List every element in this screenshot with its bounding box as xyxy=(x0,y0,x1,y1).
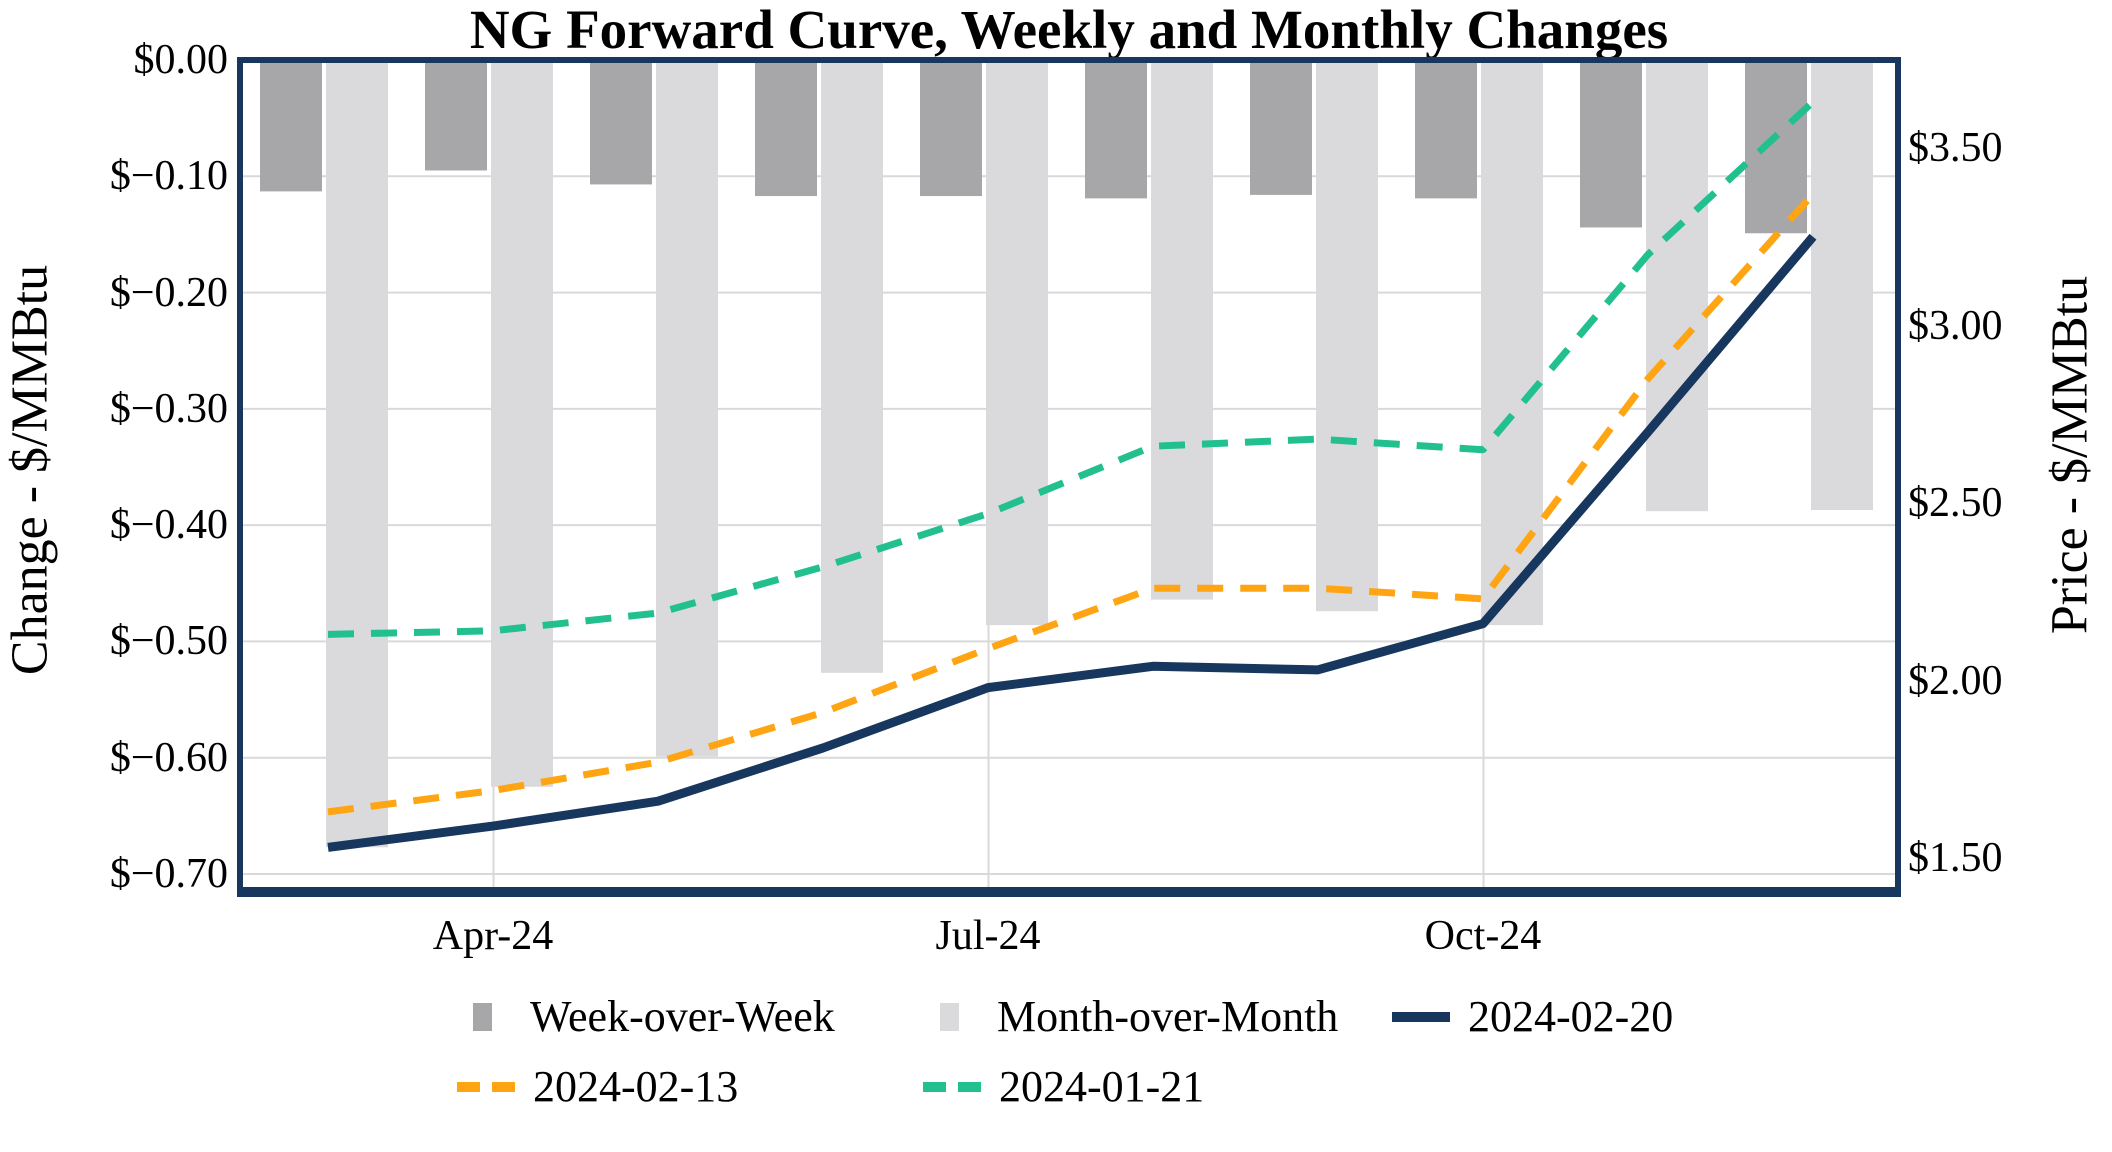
mom-bar-Nov-24 xyxy=(1646,63,1708,512)
legend-swatch-line xyxy=(1392,1012,1450,1022)
legend-item-2024-02-20: 2024-02-20 xyxy=(1392,992,1674,1041)
legend-label: 2024-01-21 xyxy=(999,1062,1205,1111)
series-line-2024-02-20 xyxy=(327,233,1817,852)
mom-bar-Mar-24 xyxy=(326,63,388,848)
wow-bar-Jul-24 xyxy=(920,63,982,197)
legend-swatch-bar xyxy=(940,1003,959,1031)
wow-bar-Jun-24 xyxy=(755,63,817,197)
wow-bar-Mar-24 xyxy=(260,63,322,192)
legend-label: 2024-02-13 xyxy=(533,1062,739,1111)
mom-bar-Jun-24 xyxy=(821,63,883,673)
legend-swatch-dash xyxy=(457,1082,515,1092)
wow-bar-Apr-24 xyxy=(425,63,487,171)
right-axis-tick: $2.50 xyxy=(1908,480,2003,526)
left-axis-tick: $−0.20 xyxy=(109,269,228,316)
mom-bar-Jul-24 xyxy=(986,63,1048,626)
right-axis-tick: $3.50 xyxy=(1908,125,2003,171)
chart-title: NG Forward Curve, Weekly and Monthly Cha… xyxy=(469,0,1669,60)
mom-bar-Oct-24 xyxy=(1481,63,1543,626)
legend-item-2024-02-13: 2024-02-13 xyxy=(457,1062,739,1111)
left-axis-tick: $−0.40 xyxy=(109,502,228,549)
x-axis-tick: Oct-24 xyxy=(1424,913,1542,959)
left-axis-tick: $−0.50 xyxy=(109,618,228,665)
left-axis-tick: $−0.70 xyxy=(109,851,228,897)
legend-label: 2024-02-20 xyxy=(1468,992,1674,1041)
left-axis-tick: $0.00 xyxy=(133,37,229,83)
mom-bar-Sep-24 xyxy=(1316,63,1378,612)
wow-bar-Aug-24 xyxy=(1085,63,1147,199)
left-axis-tick: $−0.30 xyxy=(109,385,228,432)
right-axis-tick: $2.00 xyxy=(1908,657,2003,704)
right-axis-tick: $1.50 xyxy=(1908,835,2003,881)
mom-bar-Dec-24 xyxy=(1811,63,1873,511)
legend-item-week-over-week: Week-over-Week xyxy=(473,992,835,1041)
x-axis-tick: Apr-24 xyxy=(432,913,554,959)
legend-dash-segment xyxy=(923,1082,946,1092)
legend-label: Week-over-Week xyxy=(530,992,835,1041)
legend-item-month-over-month: Month-over-Month xyxy=(940,992,1339,1041)
series-line-2024-01-21 xyxy=(327,99,1816,638)
wow-bar-Oct-24 xyxy=(1415,63,1477,199)
legend-swatch-bar xyxy=(473,1003,492,1031)
left-axis-tick: $−0.10 xyxy=(109,153,228,200)
wow-bar-May-24 xyxy=(590,63,652,185)
legend-label: Month-over-Month xyxy=(997,992,1339,1041)
legend-swatch-dash xyxy=(923,1082,981,1092)
wow-bar-Sep-24 xyxy=(1250,63,1312,195)
left-axis-tick: $−0.60 xyxy=(109,734,228,781)
mom-bar-Aug-24 xyxy=(1151,63,1213,600)
x-axis-tick: Jul-24 xyxy=(935,913,1041,959)
legend-dash-segment xyxy=(492,1082,515,1092)
mom-bar-May-24 xyxy=(656,63,718,757)
legend-item-2024-01-21: 2024-01-21 xyxy=(923,1062,1205,1111)
mom-bar-Apr-24 xyxy=(491,63,553,787)
legend-dash-segment xyxy=(457,1082,480,1092)
legend-dash-segment xyxy=(958,1082,981,1092)
wow-bar-Nov-24 xyxy=(1580,63,1642,228)
right-axis-tick: $3.00 xyxy=(1908,302,2003,349)
wow-bar-Dec-24 xyxy=(1745,63,1807,234)
